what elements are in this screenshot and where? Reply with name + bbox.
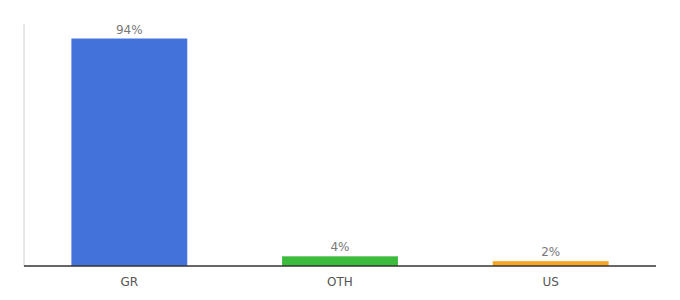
x-tick-label: OTH bbox=[327, 275, 353, 289]
bar bbox=[282, 256, 398, 266]
y-axis-line bbox=[24, 24, 25, 266]
x-tick-label: GR bbox=[121, 275, 139, 289]
data-label: 94% bbox=[116, 23, 143, 37]
x-tick-label: US bbox=[542, 275, 558, 289]
chart-container: 94% 4% 2% GR OTH US bbox=[0, 0, 680, 300]
data-label: 2% bbox=[541, 245, 560, 259]
bar bbox=[71, 39, 187, 266]
bars bbox=[71, 39, 608, 266]
x-axis-line bbox=[24, 265, 656, 267]
chart-svg: 94% 4% 2% GR OTH US bbox=[0, 0, 680, 300]
data-label: 4% bbox=[330, 240, 349, 254]
